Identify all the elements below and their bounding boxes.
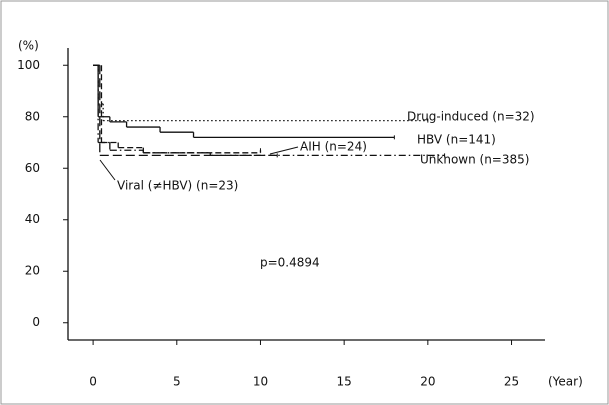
y-tick-label: 0 <box>32 315 40 329</box>
series-label: Viral (≠HBV) (n=23) <box>117 179 238 193</box>
series-label: AIH (n=24) <box>300 140 367 154</box>
x-tick-label: 5 <box>173 375 181 389</box>
label-leader <box>99 159 116 181</box>
y-tick-label: 20 <box>25 264 40 278</box>
x-unit: (Year) <box>548 375 583 389</box>
x-tick-label: 10 <box>253 375 268 389</box>
y-unit: (%) <box>18 39 39 53</box>
p-value: p=0.4894 <box>260 256 320 270</box>
y-tick-label: 60 <box>25 161 40 175</box>
label-leader <box>269 146 299 155</box>
x-tick-label: 25 <box>504 375 519 389</box>
x-tick-label: 15 <box>337 375 352 389</box>
x-tick-label: 20 <box>420 375 435 389</box>
series-label: HBV (n=141) <box>417 133 496 147</box>
y-tick-label: 40 <box>25 212 40 226</box>
y-tick-label: 100 <box>17 58 40 72</box>
series-label: Unknown (n=385) <box>420 153 529 167</box>
y-tick-label: 80 <box>25 109 40 123</box>
x-tick-label: 0 <box>89 375 97 389</box>
series-label: Drug-induced (n=32) <box>407 110 535 124</box>
